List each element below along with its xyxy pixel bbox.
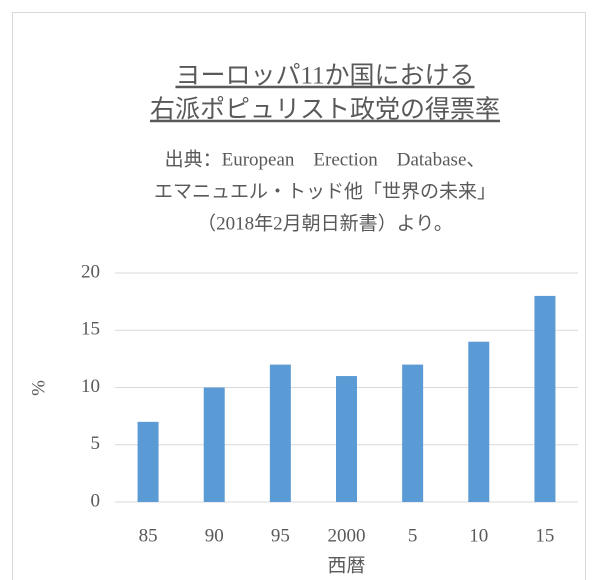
- bar: [336, 376, 357, 502]
- x-tick-label: 10: [469, 525, 488, 546]
- x-tick-label: 95: [271, 525, 290, 546]
- x-tick-label: 90: [205, 525, 224, 546]
- chart-subtitle: （2018年2月朝日新書）より。: [197, 212, 453, 234]
- bar: [137, 421, 159, 502]
- x-tick-label: 2000: [328, 525, 366, 546]
- y-tick-label: 5: [91, 433, 101, 454]
- x-tick-label: 85: [139, 525, 158, 546]
- bar: [402, 364, 424, 502]
- chart-title: ヨーロッパ11か国における: [175, 63, 474, 90]
- bar: [468, 341, 490, 502]
- y-axis-label: %: [28, 380, 49, 396]
- x-tick-label: 5: [408, 525, 418, 546]
- y-tick-label: 20: [81, 261, 100, 282]
- chart-title: 右派ポピュリスト政党の得票率: [150, 96, 500, 124]
- chart-subtitle: エマニュエル・トッド他「世界の未来」: [154, 180, 496, 202]
- x-tick-label: 15: [535, 525, 554, 546]
- bar: [269, 364, 291, 502]
- chart-subtitle: 出典：European Erection Database、: [165, 148, 486, 170]
- bar: [534, 295, 556, 502]
- x-axis-label: 西暦: [327, 555, 365, 576]
- y-tick-label: 15: [81, 319, 100, 340]
- y-tick-label: 0: [91, 490, 101, 511]
- y-tick-label: 10: [81, 376, 100, 397]
- chart-border: [12, 12, 586, 580]
- bar: [203, 387, 225, 502]
